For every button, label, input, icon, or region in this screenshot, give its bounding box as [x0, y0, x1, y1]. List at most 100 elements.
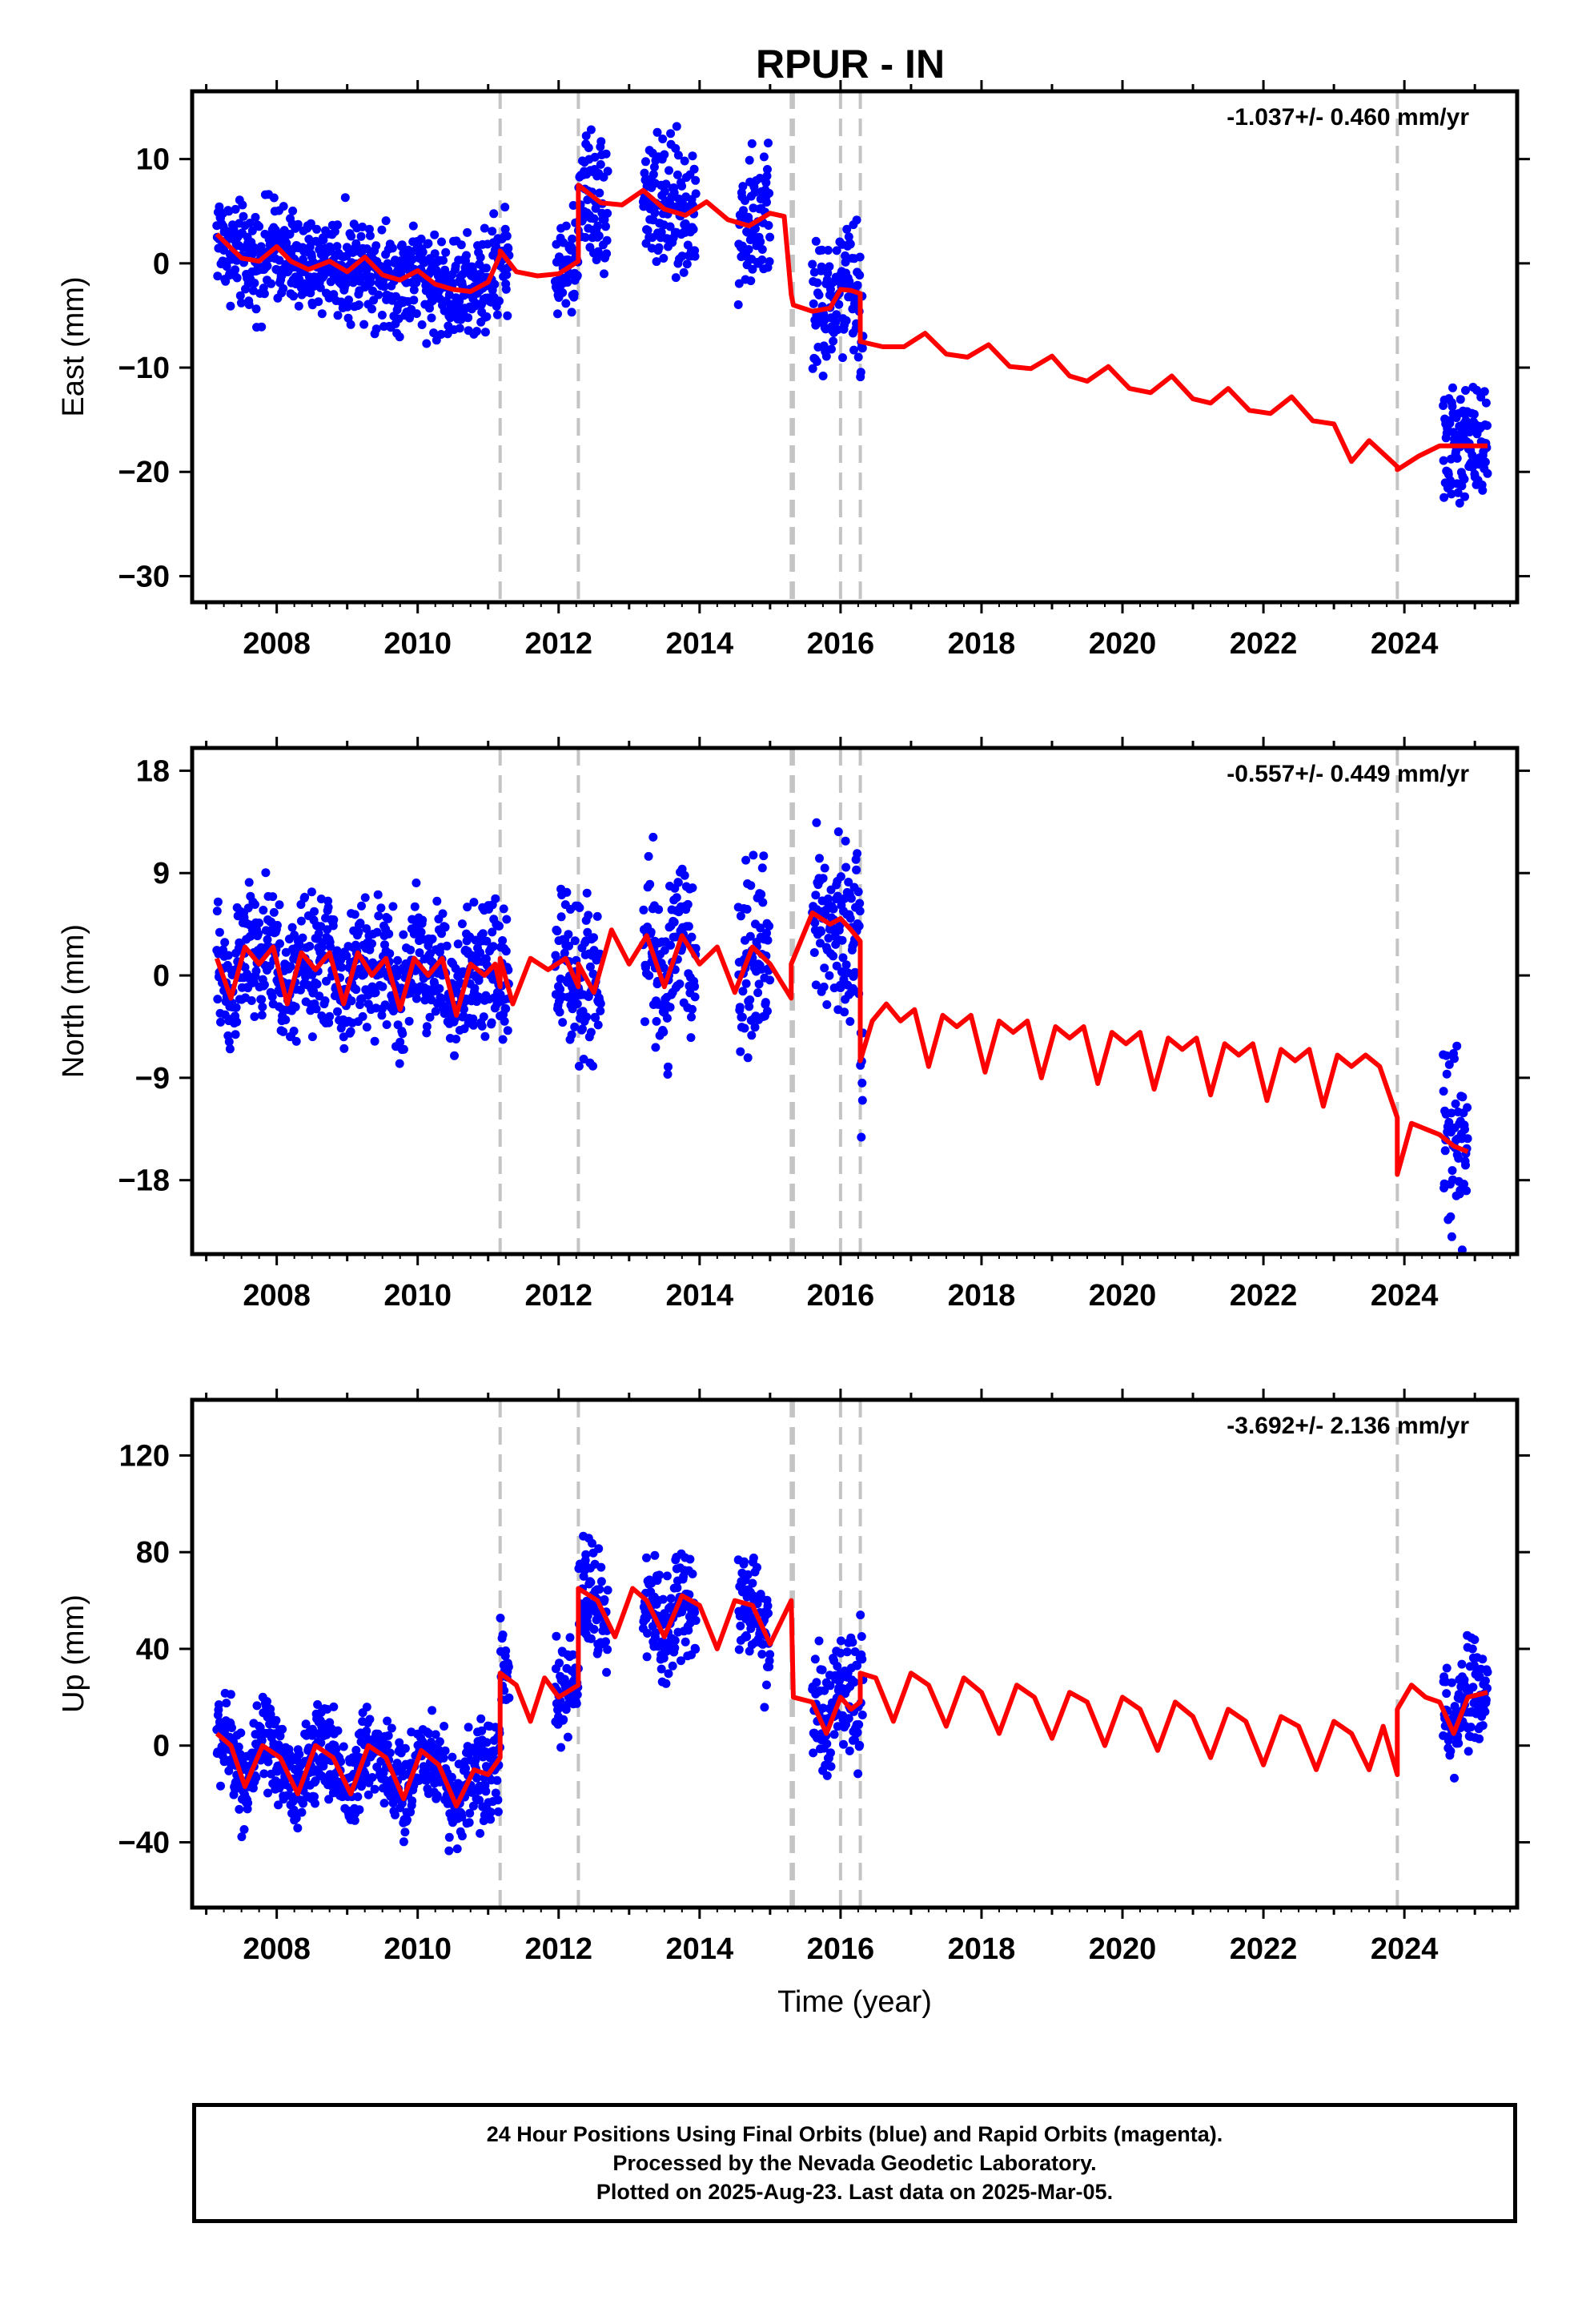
point-north-396 [376, 903, 386, 913]
point-east-604 [463, 227, 472, 237]
point-east-698 [501, 284, 511, 294]
point-north-1241 [1479, 0, 1488, 5]
point-up-834 [603, 1586, 612, 1595]
point-north-76 [243, 903, 253, 913]
point-east-916 [672, 122, 681, 131]
point-north-555 [442, 941, 452, 951]
point-up-1258 [1478, 1655, 1488, 1664]
point-north-724 [558, 1018, 568, 1027]
point-east-1179 [1445, 419, 1455, 428]
point-east-1267 [1481, 398, 1491, 408]
point-up-961 [691, 1644, 701, 1654]
point-up-454 [400, 1827, 410, 1837]
point-up-199 [295, 1750, 304, 1759]
point-north-282 [329, 915, 339, 924]
point-north-352 [358, 1011, 367, 1021]
point-north-1192 [1458, 1092, 1468, 1102]
point-east-1151 [853, 352, 863, 362]
point-east-1119 [841, 251, 850, 260]
point-north-895 [671, 932, 681, 942]
point-east-782 [581, 131, 591, 141]
point-north-417 [385, 949, 395, 959]
point-north-966 [742, 904, 752, 914]
point-up-36 [227, 1723, 236, 1732]
point-east-709 [552, 239, 561, 249]
point-east-161 [279, 202, 288, 211]
point-north-84 [247, 996, 256, 1005]
point-east-475 [409, 296, 419, 305]
point-north-808 [592, 911, 602, 921]
point-east-59 [236, 298, 246, 308]
point-north-672 [491, 894, 500, 903]
point-north-963 [741, 855, 751, 865]
point-up-917 [673, 1583, 682, 1593]
point-north-1011 [761, 998, 770, 1007]
point-north-791 [585, 962, 595, 971]
point-north-635 [476, 948, 485, 958]
point-up-425 [388, 1798, 398, 1807]
point-up-1093 [829, 1730, 839, 1739]
point-north-1163 [1446, 1212, 1456, 1221]
point-up-1109 [836, 1636, 845, 1646]
point-up-1172 [1442, 1663, 1452, 1673]
point-up-306 [339, 1742, 348, 1751]
point-up-726 [559, 1715, 568, 1724]
point-east-315 [343, 302, 352, 312]
point-east-1161 [857, 344, 867, 353]
point-north-784 [583, 927, 592, 937]
point-north-1165 [1447, 1108, 1456, 1118]
point-east-424 [387, 243, 397, 253]
point-north-1232 [1475, 0, 1484, 5]
point-north-355 [359, 970, 369, 979]
point-up-911 [670, 1643, 680, 1653]
point-up-959 [690, 1607, 700, 1617]
point-north-7 [215, 927, 224, 937]
point-east-846 [643, 226, 652, 235]
x-tick-label-north-2022: 2022 [1230, 1279, 1298, 1313]
point-north-186 [289, 1027, 299, 1035]
point-east-890 [661, 179, 671, 189]
point-east-521 [428, 296, 438, 305]
point-north-242 [312, 979, 322, 989]
point-up-1259 [1478, 1721, 1488, 1731]
point-east-838 [640, 168, 649, 178]
point-up-794 [586, 1634, 596, 1643]
point-up-471 [408, 1796, 417, 1806]
point-up-105 [255, 1723, 265, 1732]
point-north-760 [572, 999, 582, 1009]
point-north-734 [562, 887, 572, 897]
panel-north: 2008 2010 2012 2014 2016 2018 2020 2022 2024 −18 −… [57, 0, 1530, 1313]
point-east-245 [314, 297, 323, 307]
y-tick-label-east-0: 0 [153, 247, 170, 281]
point-up-1239 [1470, 1635, 1480, 1644]
point-east-1113 [838, 353, 847, 363]
point-east-1269 [1483, 420, 1492, 430]
point-east-226 [306, 288, 315, 298]
y-tick-label-north--9: −9 [135, 1062, 170, 1096]
point-north-1102 [841, 836, 850, 846]
point-north-160 [279, 1027, 288, 1036]
point-north-261 [320, 996, 330, 1006]
point-north-1081 [832, 961, 841, 971]
x-tick-label-north-2020: 2020 [1089, 1279, 1157, 1313]
point-east-887 [660, 187, 669, 196]
point-east-374 [367, 304, 376, 314]
point-up-369 [365, 1715, 375, 1724]
x-tick-label-up-2022: 2022 [1230, 1932, 1298, 1966]
point-north-933 [687, 1012, 696, 1022]
point-north-346 [355, 919, 365, 928]
point-east-257 [319, 235, 328, 245]
point-north-877 [664, 1062, 673, 1072]
point-north-358 [360, 893, 370, 903]
point-north-204 [296, 916, 306, 926]
point-east-78 [244, 300, 254, 309]
point-east-1031 [762, 198, 771, 207]
point-up-243 [313, 1700, 323, 1709]
point-east-732 [561, 299, 571, 308]
point-east-290 [332, 242, 342, 251]
point-up-781 [581, 1550, 591, 1559]
point-up-684 [496, 1614, 505, 1622]
point-north-1041 [816, 939, 825, 948]
point-north-1039 [815, 854, 824, 863]
